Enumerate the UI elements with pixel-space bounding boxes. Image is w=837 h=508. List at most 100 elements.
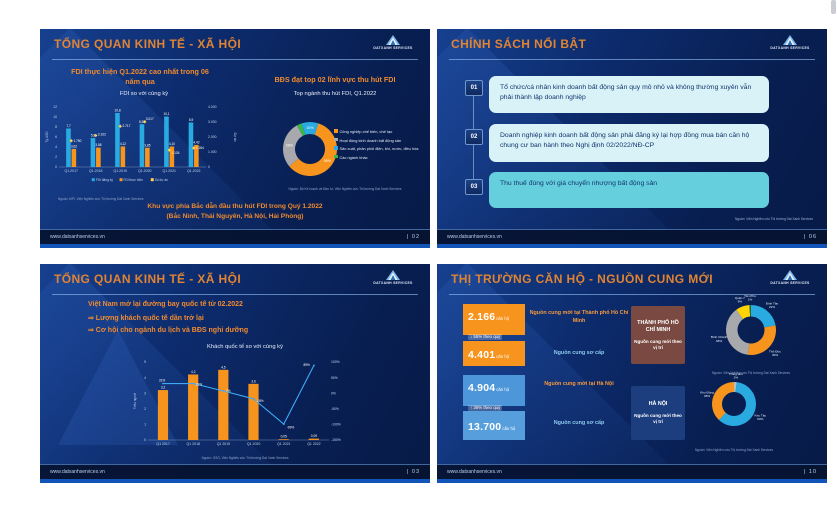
legend-swatch <box>334 146 338 150</box>
svg-text:4,10: 4,10 <box>169 142 175 146</box>
tourism-heading: Việt Nam mở lại đường bay quốc tế từ 02.… <box>88 301 243 308</box>
svg-text:0,05: 0,05 <box>281 435 287 439</box>
footer-url: www.datxanhservices.vn <box>447 234 502 240</box>
fdi-chart-source: Nguồn: MPI, Viện Nghiên cứu Thị trường D… <box>58 197 144 201</box>
hanoi-donut-source: Nguồn: Viện Nghiên cứu Thị trường Dat Xa… <box>695 448 773 452</box>
svg-text:Q1 2020: Q1 2020 <box>247 442 260 446</box>
tourism-bullet-2: ⇒ Cơ hội cho ngành du lịch và BĐS nghỉ d… <box>88 327 249 334</box>
north-region-callout: Khu vực phía Bắc dẫn đầu thu hút FDI tro… <box>50 202 420 221</box>
svg-text:Q1 2021: Q1 2021 <box>277 442 290 446</box>
slide-economy-tourism[interactable]: TỔNG QUAN KINH TẾ - XÃ HỘI DATXANH SERVI… <box>40 264 430 483</box>
svg-text:31%: 31% <box>159 378 166 382</box>
scrollbar-thumb[interactable] <box>831 0 836 14</box>
svg-text:0: 0 <box>55 165 57 169</box>
stat-unit: căn hộ <box>496 387 510 392</box>
svg-text:2.000: 2.000 <box>208 135 217 139</box>
datxanh-logo: DATXANH SERVICES <box>763 35 817 50</box>
svg-text:12: 12 <box>53 105 57 109</box>
svg-text:4,2: 4,2 <box>191 370 196 374</box>
logo-triangle-icon <box>783 35 797 45</box>
svg-text:3,2: 3,2 <box>161 386 166 390</box>
svg-text:2: 2 <box>55 155 57 159</box>
svg-text:Q1.2021: Q1.2021 <box>163 169 176 173</box>
policy-number-badge: 03 <box>465 179 483 195</box>
logo-triangle-icon <box>386 35 400 45</box>
svg-text:4,42: 4,42 <box>193 140 199 144</box>
svg-text:FDI đăng ký: FDI đăng ký <box>96 178 114 182</box>
hanoi-donut-chart: Trung tâm 2% Khu Tây 60% Khu Đông 38% <box>700 372 767 426</box>
svg-text:1.126: 1.126 <box>171 151 179 155</box>
svg-text:2.717: 2.717 <box>122 124 130 128</box>
stat-unit: căn hộ <box>496 316 510 321</box>
logo-text: DATXANH SERVICES <box>373 46 413 50</box>
svg-text:10,1: 10,1 <box>163 112 169 116</box>
header-divider <box>52 59 418 60</box>
svg-text:1.000: 1.000 <box>208 150 217 154</box>
slide-apartment-supply[interactable]: THỊ TRƯỜNG CĂN HỘ - NGUỒN CUNG MỚI DATXA… <box>437 264 827 483</box>
slide-footer: www.datxanhservices.vn | 10 <box>437 464 827 479</box>
legend-swatch <box>334 137 338 142</box>
stat-unit: căn hộ <box>496 353 510 359</box>
logo-triangle-icon <box>386 270 400 280</box>
stat-card-hcm-new-supply: 2.166căn hộ ↓ 55% theo quý <box>463 304 525 340</box>
header-divider <box>52 294 418 295</box>
page-number: | 03 <box>406 469 420 475</box>
svg-text:3,88: 3,88 <box>95 143 101 147</box>
svg-text:6: 6 <box>55 135 57 139</box>
svg-text:Q1.2018: Q1.2018 <box>89 169 102 173</box>
legend-swatch <box>334 129 338 133</box>
svg-text:7%: 7% <box>226 389 231 393</box>
svg-text:89%: 89% <box>304 363 311 367</box>
svg-text:8,55: 8,55 <box>139 120 145 124</box>
stat-card-hanoi-new-supply: 4.904căn hộ ↑ 36% theo quý <box>463 375 525 411</box>
slide-economy-fdi[interactable]: TỔNG QUAN KINH TẾ - XÃ HỘI DATXANH SERVI… <box>40 29 430 248</box>
logo-text: DATXANH SERVICES <box>373 281 413 285</box>
footer-url: www.datxanhservices.vn <box>50 234 105 240</box>
legend-item: Sản xuất, phân phối điện, khí, nước, điề… <box>334 146 418 151</box>
stat-value: 4.904 <box>468 382 496 394</box>
stat-card-hcm-primary-supply: 4.401căn hộ <box>463 341 525 366</box>
stat-card-hanoi-primary-supply: 13.700căn hộ <box>463 411 525 440</box>
stat-delta: ↑ 36% theo quý <box>468 404 503 411</box>
hanoi-box-subtitle: Nguồn cung mới theo vị trí <box>634 413 682 424</box>
stat-label-hanoi-primary-supply: Nguồn cung sơ cấp <box>553 420 605 426</box>
svg-text:Q1.2022: Q1.2022 <box>187 169 200 173</box>
hcm-box-subtitle: Nguồn cung mới theo vị trí <box>634 338 682 350</box>
svg-text:4: 4 <box>144 376 146 380</box>
callout-line2: (Bắc Ninh, Thái Nguyên, Hà Nội, Hải Phòn… <box>166 212 304 220</box>
footer-url: www.datxanhservices.vn <box>50 469 105 475</box>
svg-text:0: 0 <box>144 438 146 442</box>
datxanh-logo: DATXANH SERVICES <box>763 270 817 285</box>
legend-label: Hoạt động kinh doanh bất động sản <box>339 137 402 143</box>
hcm-info-box: THÀNH PHỐ HỒ CHÍ MINH Nguồn cung mới the… <box>631 306 685 364</box>
stat-unit: căn hộ <box>502 425 516 431</box>
slide-footer: www.datxanhservices.vn | 02 <box>40 229 430 244</box>
slide-title: CHÍNH SÁCH NỔI BẬT <box>451 37 587 51</box>
svg-text:31%: 31% <box>196 383 203 387</box>
fdi-donut-heading: BĐS đạt top 02 lĩnh vực thu hút FDI <box>274 75 396 84</box>
svg-text:59%: 59% <box>324 159 332 163</box>
legend-label: Công nghiệp chế biến, chế tạo <box>339 129 393 134</box>
svg-text:0%: 0% <box>331 391 336 395</box>
svg-text:100%: 100% <box>331 360 340 364</box>
svg-text:10: 10 <box>53 115 57 119</box>
svg-text:3,62: 3,62 <box>71 144 77 148</box>
stat-label-hcm-primary-supply: Nguồn cung sơ cấp <box>553 350 605 356</box>
svg-text:Dự án: Dự án <box>233 133 237 142</box>
svg-text:2: 2 <box>144 407 146 411</box>
svg-text:3: 3 <box>144 391 146 395</box>
svg-text:Q1 2018: Q1 2018 <box>187 442 200 446</box>
callout-line1: Khu vực phía Bắc dẫn đầu thu hút FDI tro… <box>147 203 323 210</box>
slide-policies[interactable]: CHÍNH SÁCH NỔI BẬT DATXANH SERVICES 01 T… <box>437 29 827 248</box>
stat-label-hanoi-new-supply: Nguồn cung mới tại Hà Nội <box>544 381 614 387</box>
svg-text:5: 5 <box>144 360 146 364</box>
slide-title: TỔNG QUAN KINH TẾ - XÃ HỘI <box>54 272 242 286</box>
svg-text:8: 8 <box>55 125 57 129</box>
svg-text:3.017: 3.017 <box>146 117 154 121</box>
